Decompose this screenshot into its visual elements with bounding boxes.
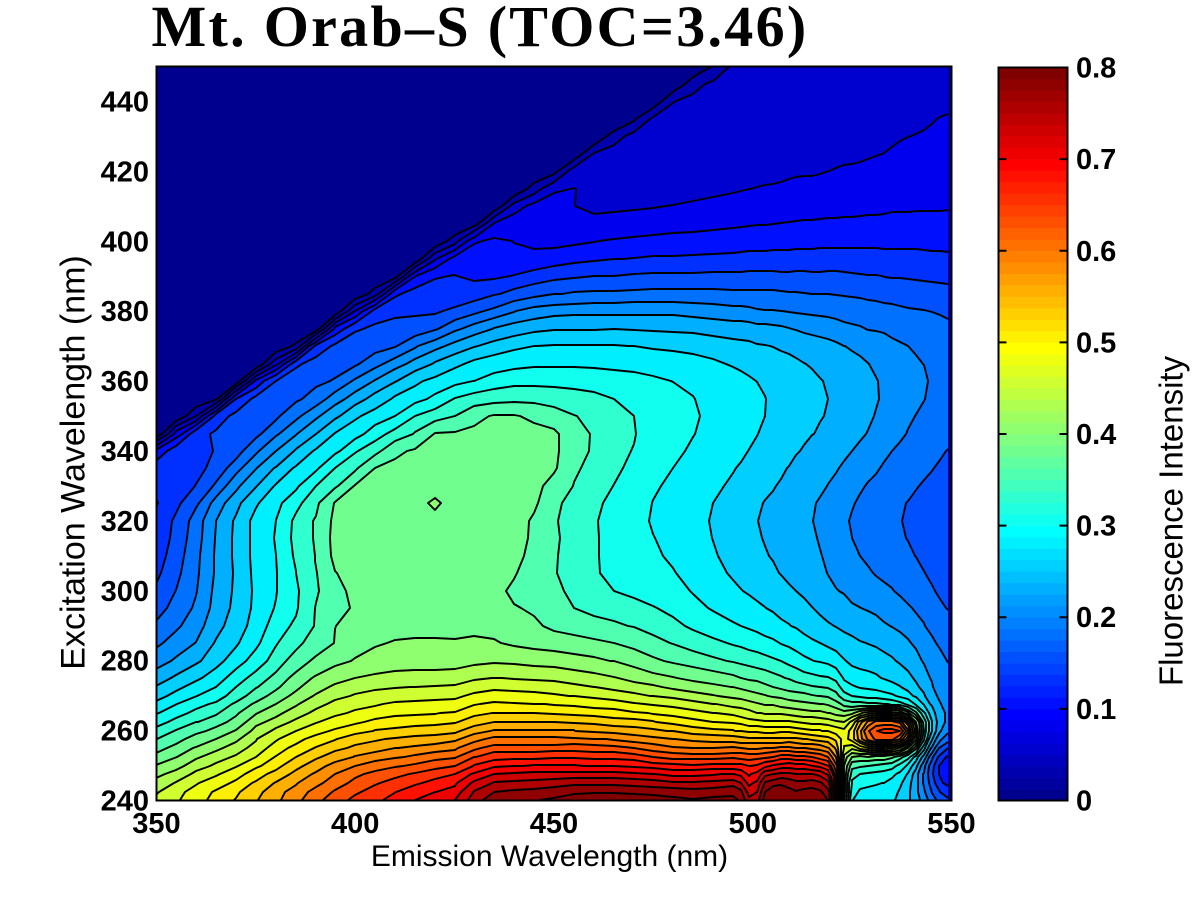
svg-text:0: 0 (1076, 786, 1092, 818)
svg-text:300: 300 (101, 576, 149, 608)
svg-text:320: 320 (101, 506, 149, 538)
svg-text:400: 400 (331, 808, 379, 840)
svg-text:Fluorescence Intensity: Fluorescence Intensity (1153, 355, 1190, 686)
svg-text:380: 380 (101, 296, 149, 328)
svg-text:260: 260 (101, 716, 149, 748)
svg-text:420: 420 (101, 156, 149, 188)
svg-text:400: 400 (101, 226, 149, 258)
svg-text:0.2: 0.2 (1076, 602, 1116, 634)
svg-text:Emission Wavelength (nm): Emission Wavelength (nm) (371, 840, 728, 873)
svg-text:Excitation Wavelength (nm): Excitation Wavelength (nm) (55, 255, 93, 669)
svg-text:0.1: 0.1 (1076, 694, 1116, 726)
svg-text:450: 450 (530, 808, 578, 840)
svg-text:0.4: 0.4 (1076, 419, 1116, 451)
svg-text:0.5: 0.5 (1076, 327, 1116, 359)
svg-text:0.3: 0.3 (1076, 511, 1116, 543)
svg-text:240: 240 (101, 786, 149, 818)
svg-text:Mt. Orab–S (TOC=3.46): Mt. Orab–S (TOC=3.46) (151, 0, 808, 59)
svg-text:340: 340 (101, 436, 149, 468)
svg-text:440: 440 (101, 87, 149, 119)
svg-text:500: 500 (729, 808, 777, 840)
svg-text:0.8: 0.8 (1076, 53, 1116, 85)
svg-text:350: 350 (132, 808, 180, 840)
svg-text:360: 360 (101, 366, 149, 398)
svg-text:0.6: 0.6 (1076, 236, 1116, 268)
svg-text:280: 280 (101, 646, 149, 678)
svg-text:0.7: 0.7 (1076, 144, 1116, 176)
svg-text:550: 550 (927, 808, 975, 840)
